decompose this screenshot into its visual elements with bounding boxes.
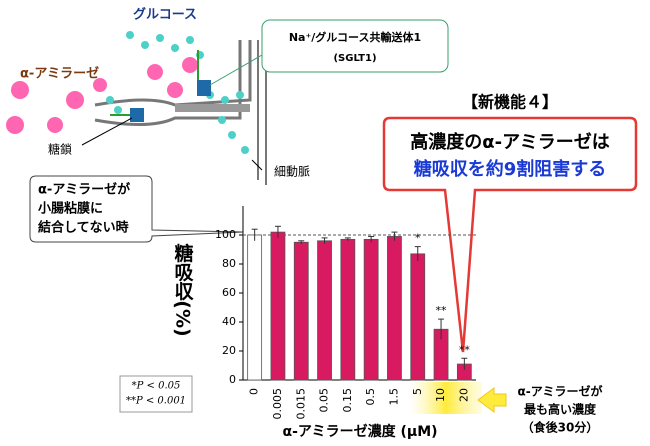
y-tick-label: 20 (222, 344, 236, 357)
bar (387, 236, 402, 381)
bar (340, 238, 356, 381)
callout-text: 結合してない時 (38, 220, 129, 236)
significance-label: ** (436, 304, 448, 317)
bar (247, 234, 263, 381)
headline-line: 高濃度のα-アミラーゼは (410, 131, 609, 153)
sglt1-abbr: (SGLT1) (333, 53, 376, 64)
significance-label: * (415, 232, 421, 245)
y-tick-label: 0 (229, 373, 236, 386)
x-tick-label: 0.015 (294, 388, 307, 420)
x-tick-label: 0.15 (341, 388, 354, 413)
x-tick-label: 0.05 (318, 388, 331, 413)
y-tick-label: 100 (215, 228, 236, 241)
x-tick-label: 0.5 (364, 388, 377, 406)
y-tick-label: 40 (222, 315, 236, 328)
illustration (6, 19, 638, 414)
x-tick-label: 20 (457, 388, 470, 402)
bar (270, 231, 286, 381)
bar (363, 238, 379, 381)
sugar-chain-label: 糖鎖 (48, 142, 72, 157)
x-axis-label: α-アミラーゼ濃度 (μM) (282, 423, 437, 440)
callout-text: 最も高い濃度 (524, 402, 597, 417)
bar (410, 253, 426, 381)
significance-label: ** (459, 343, 471, 356)
y-tick-label: 80 (222, 257, 236, 270)
y-tick-label: 60 (222, 286, 236, 299)
significance-note: *P < 0.05 (132, 381, 181, 392)
amylase-label: α-アミラーゼ (20, 66, 99, 82)
glucose-label: グルコース (133, 7, 197, 23)
x-tick-label: 1.5 (387, 388, 400, 406)
x-tick-label: 5 (411, 388, 424, 395)
callout-text: （食後30分） (522, 420, 599, 435)
callout-text: 小腸粘膜に (38, 201, 103, 217)
headline-tag: 【新機能４】 (462, 93, 558, 112)
sglt1-label: Na⁺/グルコース共輸送体1 (289, 30, 421, 44)
significance-note: **P < 0.001 (126, 396, 186, 407)
bar (293, 241, 309, 381)
x-tick-label: 10 (434, 388, 447, 402)
y-axis-label: 糖吸収(%) (172, 242, 194, 337)
x-tick-label: 0.005 (271, 388, 284, 420)
bar (317, 240, 332, 381)
headline-line: 糖吸収を約9割阻害する (414, 158, 607, 180)
callout-text: α-アミラーゼが (38, 182, 130, 198)
x-tick-label: 0 (248, 388, 261, 395)
callout-text: α-アミラーゼが (518, 384, 603, 399)
arteriole-label: 細動脈 (274, 165, 310, 179)
